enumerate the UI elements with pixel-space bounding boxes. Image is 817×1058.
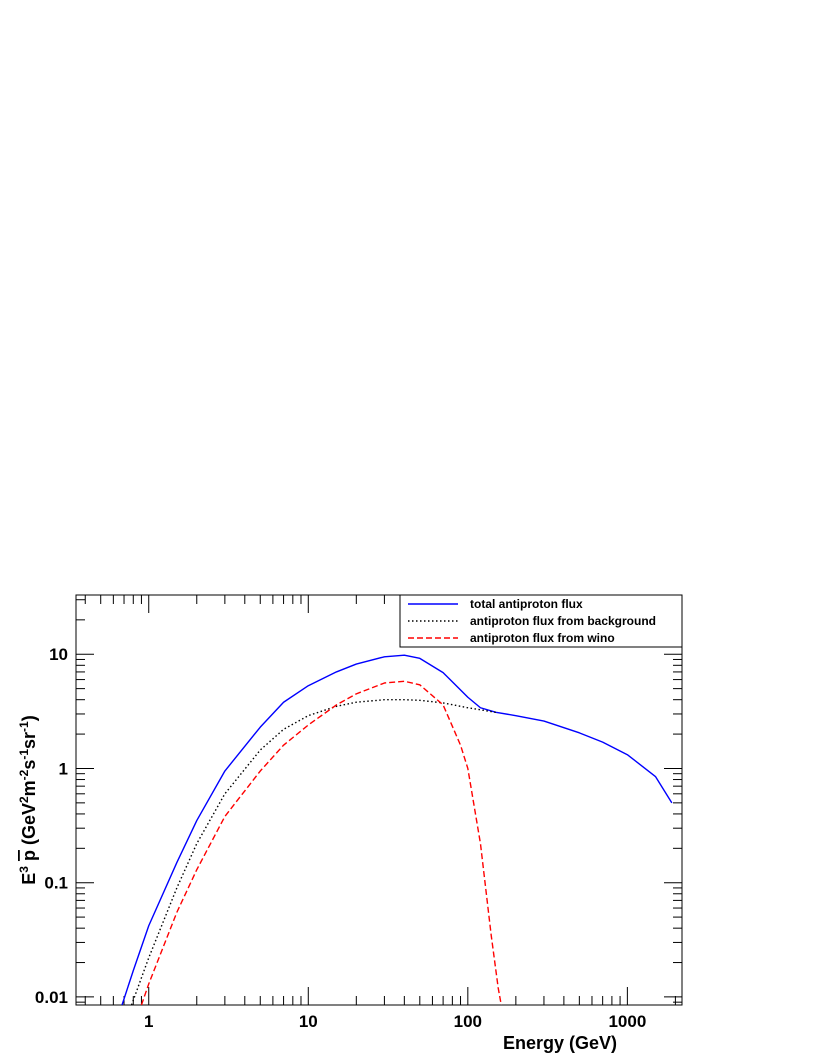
- x-tick-label: 10: [299, 1012, 318, 1031]
- legend-label-1: total antiproton flux: [470, 597, 583, 611]
- y-axis-title: E3p(GeV2m-2s-1sr-1): [17, 715, 39, 884]
- y-tick-label: 0.1: [44, 874, 68, 893]
- y-title-particle: p: [19, 850, 39, 861]
- y-tick-label: 1: [59, 759, 68, 778]
- y-title-s: s: [19, 760, 39, 770]
- y-title-base-exp: 3: [17, 866, 31, 873]
- x-tick-label: 1: [144, 1012, 153, 1031]
- x-tick-label: 1000: [608, 1012, 646, 1031]
- series-line-2: [130, 698, 497, 1005]
- series-line-3: [140, 680, 502, 1005]
- y-tick-label: 0.01: [35, 988, 68, 1007]
- y-title-m: m: [19, 780, 39, 796]
- plot-frame: [75, 594, 683, 1006]
- y-title-m-exp: -2: [17, 769, 31, 780]
- y-title-sr-exp: -1: [17, 721, 31, 732]
- svg-text:E3p(GeV2m-2s-1sr-1): E3p(GeV2m-2s-1sr-1): [17, 715, 39, 884]
- y-title-open: (GeV: [19, 803, 39, 845]
- y-title-s-exp: -1: [17, 749, 31, 760]
- x-tick-label: 100: [454, 1012, 482, 1031]
- legend-label-2: antiproton flux from background: [470, 614, 656, 628]
- y-title-base: E: [19, 873, 39, 885]
- series-line-1: [121, 654, 673, 1005]
- y-tick-label: 10: [49, 645, 68, 664]
- y-title-gev-exp: 2: [17, 796, 31, 803]
- legend-label-3: antiproton flux from wino: [470, 631, 615, 645]
- y-title-close: ): [19, 715, 39, 721]
- y-title-sr: sr: [19, 732, 39, 749]
- x-axis-title: Energy (GeV): [503, 1033, 617, 1053]
